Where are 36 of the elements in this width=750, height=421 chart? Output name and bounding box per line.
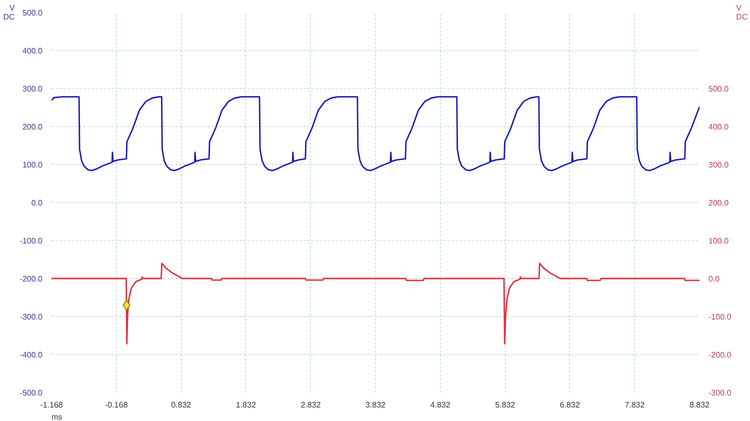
y-axis-title: V DC bbox=[3, 4, 16, 22]
y-tick-label: 400.0 bbox=[22, 46, 44, 56]
x-tick-label: -1.168 bbox=[40, 400, 64, 410]
y-tick-label: 300.0 bbox=[22, 84, 44, 94]
x-tick-label: 1.832 bbox=[236, 400, 256, 410]
y2-tick-label: 100.0 bbox=[708, 236, 730, 246]
y2-tick-label: -200.0 bbox=[708, 350, 732, 360]
y-tick-label: -300.0 bbox=[20, 312, 44, 322]
y2-tick-label: 400.0 bbox=[708, 122, 730, 132]
x-tick-label: 0.832 bbox=[171, 400, 192, 410]
y-tick-label: 200.0 bbox=[22, 122, 44, 132]
x-tick-label: 4.832 bbox=[430, 400, 451, 410]
x-tick-label: 8.832 bbox=[689, 400, 710, 410]
line-series bbox=[52, 262, 700, 345]
x-tick-label: -0.168 bbox=[104, 400, 128, 410]
y2-tick-label: -100.0 bbox=[708, 312, 732, 322]
y-tick-label: -200.0 bbox=[20, 274, 44, 284]
y-tick-label: 500.0 bbox=[22, 8, 44, 18]
y2-tick-label: 500.0 bbox=[708, 84, 730, 94]
y-tick-label: 0.0 bbox=[31, 198, 44, 208]
y-tick-label: -400.0 bbox=[20, 350, 44, 360]
y2-tick-label: -300.0 bbox=[708, 388, 732, 398]
y-tick-label: -500.0 bbox=[20, 388, 44, 398]
x-axis-title: ms bbox=[52, 412, 62, 421]
x-tick-label: 5.832 bbox=[495, 400, 516, 410]
y-tick-label: -100.0 bbox=[20, 236, 44, 246]
x-tick-label: 6.832 bbox=[560, 400, 580, 410]
y2-axis-title: V DC bbox=[736, 4, 748, 22]
line-series bbox=[52, 96, 700, 172]
x-tick-label: 2.832 bbox=[300, 400, 322, 410]
y2-tick-label: 300.0 bbox=[708, 160, 730, 170]
y2-tick-label: 200.0 bbox=[708, 198, 730, 208]
x-tick-label: 3.832 bbox=[365, 400, 386, 410]
y2-tick-label: 0.0 bbox=[708, 274, 720, 284]
x-tick-label: 7.832 bbox=[624, 400, 646, 410]
y-tick-label: 100.0 bbox=[22, 160, 44, 170]
